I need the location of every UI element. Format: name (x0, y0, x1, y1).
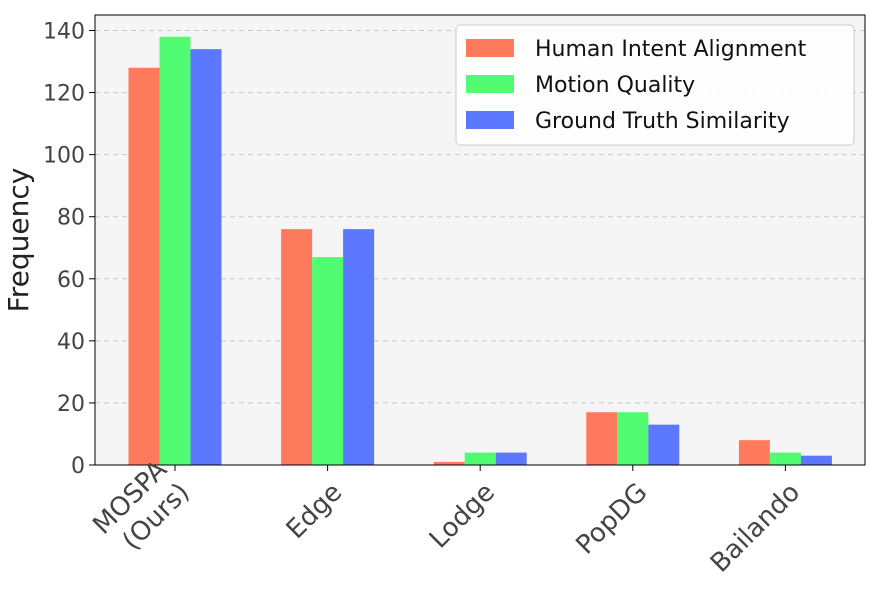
legend-box (455, 24, 855, 146)
bar (433, 461, 465, 465)
legend-entry: Motion Quality (535, 73, 695, 98)
x-tick-label: Bailando (705, 477, 806, 578)
bar (648, 424, 680, 465)
y-tick-label: 140 (43, 20, 85, 45)
bar (738, 440, 770, 465)
bar (159, 36, 191, 466)
y-tick-label: 80 (57, 206, 85, 231)
bar (343, 229, 375, 465)
bar (281, 229, 313, 465)
bar (312, 257, 344, 465)
legend-swatch (466, 75, 514, 93)
bar (190, 49, 222, 465)
y-tick-label: 40 (57, 330, 85, 355)
legend-swatch (466, 39, 514, 57)
x-tick-label: PopDG (571, 477, 654, 560)
x-tick-label: Lodge (424, 477, 501, 554)
y-axis: 0 20 40 60 80 100 120 140 (43, 20, 95, 479)
y-tick-label: 20 (57, 392, 85, 417)
y-tick-label: 60 (57, 268, 85, 293)
bar (617, 412, 649, 465)
legend-entry: Human Intent Alignment (535, 37, 807, 62)
bar (464, 452, 496, 465)
legend: Human Intent Alignment Motion Quality Grou… (455, 24, 855, 146)
y-axis-label: Frequency (2, 168, 35, 313)
x-axis: MOSPA(Ours) Edge Lodge PopDG Bailando (87, 455, 806, 579)
y-tick-label: 100 (43, 144, 85, 169)
bars (128, 36, 832, 466)
legend-swatch (466, 111, 514, 129)
bar (586, 412, 618, 465)
bar (495, 452, 527, 465)
y-tick-label: 0 (71, 454, 85, 479)
bar (128, 67, 160, 466)
x-tick-label: MOSPA(Ours) (87, 455, 195, 563)
x-tick-label: Edge (281, 477, 348, 544)
bar (800, 455, 832, 465)
legend-entry: Ground Truth Similarity (535, 109, 790, 134)
bar (769, 452, 801, 465)
y-tick-label: 120 (43, 82, 85, 107)
